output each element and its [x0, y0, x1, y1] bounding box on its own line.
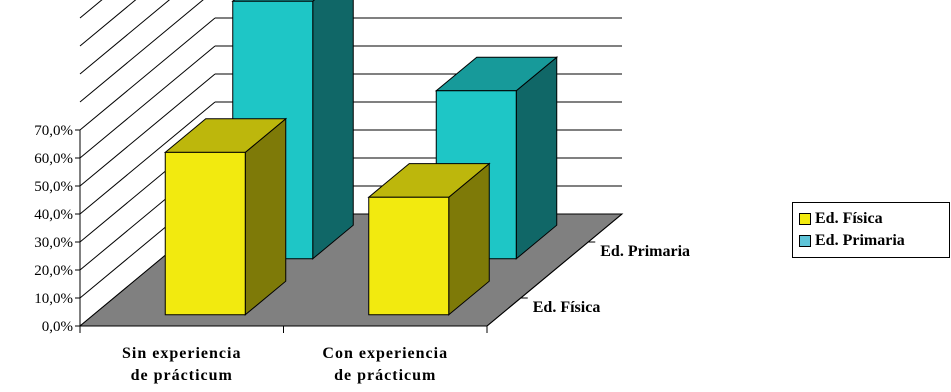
x-category-label-line: Sin experiencia [122, 345, 241, 362]
bar-front-face [164, 151, 246, 316]
legend: Ed. Física Ed. Primaria [792, 202, 950, 258]
depth-axis-line [486, 213, 623, 327]
gridline-side [79, 101, 216, 215]
gridline-side [79, 45, 216, 159]
legend-item-ed-primaria: Ed. Primaria [799, 230, 949, 252]
gridline-side [79, 0, 170, 75]
depth-label: Ed. Física [533, 299, 601, 316]
bar-ed-fisica-sin [163, 117, 288, 316]
gridline-side [79, 73, 216, 187]
bar-side-face [312, 0, 354, 260]
y-tick-label: 70,0% [34, 123, 73, 139]
gridline-side [79, 17, 216, 131]
y-tick-label: 10,0% [34, 291, 73, 307]
y-tick-label: 60,0% [34, 151, 73, 167]
x-category-label-line: de prácticum [334, 367, 436, 384]
x-category-label-line: de prácticum [131, 367, 233, 384]
x-category-label: Sin experiencia de prácticum [122, 345, 241, 384]
bar-side-face [515, 56, 558, 260]
gridline-side [79, 0, 204, 103]
legend-label-ed-primaria: Ed. Primaria [815, 232, 905, 249]
x-category-label: Con experiencia de prácticum [322, 345, 448, 384]
bars [163, 0, 559, 316]
labels: 0,0% 10,0% 20,0% 30,0% 40,0% 50,0% 60,0% 70,0% E… [34, 123, 690, 384]
x-category-label-line: Con experiencia [322, 345, 448, 362]
depth-label: Ed. Primaria [600, 243, 690, 260]
axes [75, 129, 623, 333]
bar-side-face [244, 117, 287, 316]
y-tick-label: 40,0% [34, 207, 73, 223]
y-tick-label: 30,0% [34, 235, 73, 251]
bar-front-face [368, 196, 450, 316]
gridline-side [79, 0, 137, 47]
legend-item-ed-fisica: Ed. Física [799, 208, 949, 230]
gridline-side [79, 0, 103, 19]
y-tick-label: 20,0% [34, 263, 73, 279]
bar-ed-fisica-con [367, 162, 491, 316]
y-tick-label: 50,0% [34, 179, 73, 195]
legend-label-ed-fisica: Ed. Física [815, 210, 883, 227]
y-tick-label: 0,0% [42, 319, 73, 335]
legend-swatch-ed-primaria [799, 235, 811, 247]
legend-swatch-ed-fisica [799, 213, 811, 225]
